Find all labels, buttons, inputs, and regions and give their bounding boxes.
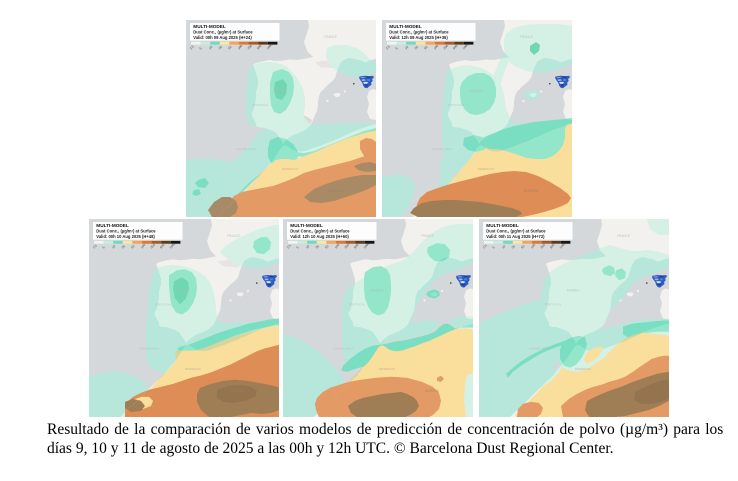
svg-text:250: 250: [539, 243, 546, 250]
svg-text:1000: 1000: [462, 43, 470, 51]
svg-text:50: 50: [130, 244, 135, 249]
svg-text:25: 25: [414, 45, 419, 50]
svg-text:FRANCE: FRANCE: [324, 35, 337, 39]
svg-text:5: 5: [491, 245, 495, 249]
svg-text:PORTUGAL: PORTUGAL: [155, 302, 172, 306]
svg-text:25: 25: [315, 244, 320, 249]
svg-text:250: 250: [442, 44, 449, 51]
svg-text:MADRID: MADRID: [274, 89, 287, 93]
svg-text:Valid: 00h 11 Aug 2025 (H+72): Valid: 00h 11 Aug 2025 (H+72): [486, 234, 545, 239]
svg-text:MADRID: MADRID: [371, 288, 384, 292]
svg-text:CASABLANCA: CASABLANCA: [236, 147, 256, 151]
svg-text:MOROCCO: MOROCCO: [185, 367, 202, 371]
svg-text:Dust Conc., (µg/m³) at Surface: Dust Conc., (µg/m³) at Surface: [486, 228, 546, 233]
svg-text:ALGERIA: ALGERIA: [231, 389, 246, 393]
svg-text:Valid: 00h 09 Aug 2025 (H+24): Valid: 00h 09 Aug 2025 (H+24): [193, 35, 252, 40]
svg-text:Dust Conc., (µg/m³) at Surface: Dust Conc., (µg/m³) at Surface: [290, 228, 350, 233]
svg-text:100: 100: [334, 243, 341, 250]
svg-text:100: 100: [237, 44, 244, 51]
svg-text:FRANCE: FRANCE: [617, 234, 630, 238]
svg-text:250: 250: [149, 243, 156, 250]
svg-text:MOROCCO: MOROCCO: [379, 367, 396, 371]
svg-text:ALGERIA: ALGERIA: [425, 389, 440, 393]
svg-text:5: 5: [394, 46, 398, 50]
svg-text:2.5: 2.5: [286, 243, 292, 249]
svg-text:MULTI-MODEL: MULTI-MODEL: [389, 24, 422, 29]
svg-text:2.5: 2.5: [189, 44, 195, 50]
svg-text:500: 500: [256, 44, 263, 51]
svg-text:10: 10: [501, 244, 506, 249]
svg-text:PORTUGAL: PORTUGAL: [349, 302, 366, 306]
svg-text:Dust Conc., (µg/m³) at Surface: Dust Conc., (µg/m³) at Surface: [96, 228, 156, 233]
svg-text:MULTI-MODEL: MULTI-MODEL: [193, 24, 226, 29]
svg-text:CASABLANCA: CASABLANCA: [333, 347, 353, 351]
svg-text:PORTUGAL: PORTUGAL: [448, 103, 465, 107]
svg-text:CASABLANCA: CASABLANCA: [432, 147, 452, 151]
svg-text:CASABLANCA: CASABLANCA: [529, 347, 549, 351]
svg-text:25: 25: [121, 244, 126, 249]
svg-text:500: 500: [549, 243, 556, 250]
svg-text:CASABLANCA: CASABLANCA: [139, 347, 159, 351]
svg-text:MOROCCO: MOROCCO: [282, 167, 299, 171]
svg-text:500: 500: [353, 243, 360, 250]
svg-text:Dust Conc., (µg/m³) at Surface: Dust Conc., (µg/m³) at Surface: [389, 29, 449, 34]
svg-text:1000: 1000: [169, 242, 177, 250]
svg-text:25: 25: [218, 45, 223, 50]
svg-text:2.5: 2.5: [92, 243, 98, 249]
svg-text:250: 250: [343, 243, 350, 250]
svg-text:MADRID: MADRID: [177, 288, 190, 292]
svg-text:10: 10: [404, 45, 409, 50]
svg-text:Dust Conc., (µg/m³) at Surface: Dust Conc., (µg/m³) at Surface: [193, 29, 253, 34]
svg-text:100: 100: [140, 243, 147, 250]
svg-text:ALGERIA: ALGERIA: [328, 189, 343, 193]
svg-text:50: 50: [324, 244, 329, 249]
svg-text:Valid: 12h 09 Aug 2025 (H+36): Valid: 12h 09 Aug 2025 (H+36): [389, 35, 448, 40]
svg-text:250: 250: [246, 44, 253, 51]
svg-text:MULTI-MODEL: MULTI-MODEL: [486, 223, 519, 228]
svg-text:FRANCE: FRANCE: [421, 234, 434, 238]
svg-text:MULTI-MODEL: MULTI-MODEL: [290, 223, 323, 228]
svg-text:MOROCCO: MOROCCO: [478, 167, 495, 171]
svg-text:25: 25: [511, 244, 516, 249]
svg-text:Valid: 12h 10 Aug 2025 (H+60): Valid: 12h 10 Aug 2025 (H+60): [290, 234, 349, 239]
svg-text:5: 5: [295, 245, 299, 249]
svg-text:100: 100: [433, 44, 440, 51]
svg-text:1000: 1000: [559, 242, 567, 250]
svg-text:ALGERIA: ALGERIA: [621, 389, 636, 393]
svg-text:FRANCE: FRANCE: [520, 35, 533, 39]
svg-text:10: 10: [111, 244, 116, 249]
svg-text:MOROCCO: MOROCCO: [575, 367, 592, 371]
svg-text:2.5: 2.5: [385, 44, 391, 50]
svg-text:1000: 1000: [266, 43, 274, 51]
svg-text:50: 50: [227, 45, 232, 50]
svg-text:5: 5: [101, 245, 105, 249]
svg-text:PORTUGAL: PORTUGAL: [252, 103, 269, 107]
svg-text:Valid: 00h 10 Aug 2025 (H+48): Valid: 00h 10 Aug 2025 (H+48): [96, 234, 155, 239]
svg-text:10: 10: [208, 45, 213, 50]
svg-text:ALGERIA: ALGERIA: [524, 189, 539, 193]
svg-text:1000: 1000: [363, 242, 371, 250]
svg-text:500: 500: [159, 243, 166, 250]
svg-text:MADRID: MADRID: [567, 288, 580, 292]
svg-text:FRANCE: FRANCE: [227, 234, 240, 238]
svg-text:50: 50: [423, 45, 428, 50]
svg-text:MADRID: MADRID: [470, 89, 483, 93]
svg-text:5: 5: [198, 46, 202, 50]
svg-text:PORTUGAL: PORTUGAL: [545, 302, 562, 306]
svg-text:500: 500: [452, 44, 459, 51]
svg-text:50: 50: [520, 244, 525, 249]
svg-text:2.5: 2.5: [482, 243, 488, 249]
svg-text:100: 100: [530, 243, 537, 250]
svg-text:MULTI-MODEL: MULTI-MODEL: [96, 223, 129, 228]
svg-text:10: 10: [305, 244, 310, 249]
